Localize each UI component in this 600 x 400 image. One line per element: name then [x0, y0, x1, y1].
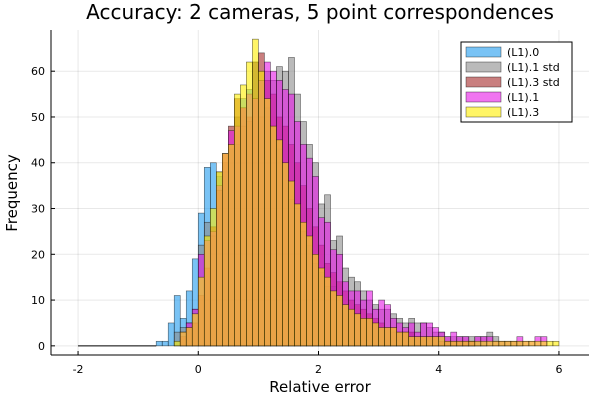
- x-tick-label-3: 4: [435, 363, 442, 376]
- bar-s4-b57: [498, 340, 506, 347]
- bar-s4-b59: [510, 340, 518, 347]
- bar-s4-b9: [209, 208, 217, 347]
- bar-s4-b44: [420, 336, 427, 347]
- chart-title: Accuracy: 2 cameras, 5 point corresponde…: [86, 0, 554, 24]
- bar-s4-b43: [414, 336, 421, 347]
- bar-s4-b55: [486, 340, 494, 347]
- bar-s4-b8: [203, 235, 211, 347]
- bar-s4-b56: [492, 340, 500, 347]
- y-tick-label-6: 60: [31, 65, 45, 78]
- bar-s4-b47: [438, 336, 446, 347]
- bar-s4-b20: [276, 139, 283, 347]
- bar-s0-b2: [167, 322, 175, 347]
- bar-s4-b53: [474, 340, 482, 347]
- bar-s4-b26: [312, 253, 319, 347]
- bar-s4-b23: [294, 203, 301, 347]
- bar-s4-b25: [306, 235, 313, 347]
- x-tick-label-0: -2: [73, 363, 84, 376]
- legend-label-0: (L1).0: [507, 46, 539, 59]
- bar-s4-b37: [378, 327, 385, 347]
- bar-s4-b22: [288, 180, 295, 347]
- axes-frame: [50, 30, 589, 356]
- bar-s4-b38: [384, 327, 391, 347]
- bar-s4-b12: [228, 144, 235, 347]
- bar-s4-b60: [516, 340, 524, 347]
- bar-s4-b49: [450, 340, 458, 347]
- y-tick-label-2: 20: [31, 248, 45, 261]
- bar-s4-b19: [270, 125, 277, 347]
- bar-s4-b3: [173, 340, 181, 347]
- y-tick-label-5: 50: [31, 111, 45, 124]
- bar-s4-b11: [222, 153, 229, 347]
- bar-s4-b41: [402, 331, 409, 347]
- legend-label-3: (L1).1: [507, 91, 539, 104]
- bar-s4-b33: [354, 313, 361, 347]
- bar-s4-b66: [552, 340, 560, 347]
- bar-s4-b61: [522, 340, 530, 347]
- x-axis-label: Relative error: [269, 378, 371, 396]
- bar-s4-b28: [324, 276, 331, 347]
- bar-s4-b36: [372, 322, 379, 347]
- bar-s4-b64: [540, 340, 548, 347]
- bar-s4-b13: [234, 93, 241, 347]
- y-ticks: 0 10 20 30 40 50 60: [31, 65, 55, 353]
- bar-s4-b62: [528, 340, 536, 347]
- bar-s0-b1: [161, 340, 169, 347]
- series-4: [173, 38, 560, 347]
- x-ticks: -2 0 2 4 6: [73, 351, 562, 376]
- bars-layer: [155, 38, 560, 347]
- y-tick-label-0: 0: [38, 340, 45, 353]
- bar-s4-b17: [258, 70, 265, 347]
- bar-s4-b30: [336, 295, 343, 347]
- bar-s4-b42: [408, 336, 415, 347]
- bar-s4-b27: [318, 267, 325, 347]
- y-tick-label-1: 10: [31, 294, 45, 307]
- y-axis-label: Frequency: [3, 154, 21, 232]
- bar-s4-b63: [534, 340, 542, 347]
- bar-s4-b31: [342, 304, 349, 347]
- bar-s4-b7: [197, 276, 205, 347]
- legend-swatch-4: [465, 106, 502, 118]
- x-tick-label-1: 0: [195, 363, 202, 376]
- x-tick-label-4: 6: [555, 363, 562, 376]
- bar-s4-b10: [216, 171, 223, 347]
- legend-label-1: (L1).1 std: [507, 61, 560, 74]
- bar-s4-b29: [330, 290, 337, 347]
- bar-s4-b6: [191, 313, 199, 347]
- bar-s4-b4: [179, 331, 187, 347]
- legend-swatch-2: [465, 76, 502, 88]
- bar-s4-b52: [468, 340, 476, 347]
- bar-s4-b45: [426, 336, 434, 347]
- bar-s4-b18: [264, 98, 271, 347]
- bar-s4-b51: [462, 340, 470, 347]
- bar-s4-b5: [185, 327, 193, 347]
- legend: (L1).0 (L1).1 std (L1).3 std (L1).1 (L1).3: [460, 41, 573, 123]
- legend-swatch-0: [465, 46, 502, 58]
- bar-s4-b65: [546, 340, 554, 347]
- y-tick-label-3: 30: [31, 203, 45, 216]
- legend-swatch-3: [465, 91, 502, 103]
- bar-s4-b50: [456, 340, 464, 347]
- bar-s4-b48: [444, 340, 452, 347]
- bar-s4-b39: [390, 327, 397, 347]
- bar-s4-b35: [366, 318, 373, 347]
- bar-s4-b15: [246, 61, 253, 347]
- bar-s4-b46: [432, 336, 440, 347]
- legend-label-2: (L1).3 std: [507, 76, 560, 89]
- bar-s4-b54: [480, 340, 488, 347]
- bar-s4-b21: [282, 162, 289, 347]
- bar-s4-b14: [240, 84, 247, 347]
- bar-s4-b32: [348, 308, 355, 347]
- x-tick-label-2: 2: [315, 363, 322, 376]
- bar-s4-b16: [252, 38, 259, 347]
- legend-label-4: (L1).3: [507, 106, 539, 119]
- bar-s4-b34: [360, 318, 367, 347]
- legend-swatch-1: [465, 61, 502, 73]
- bar-s4-b58: [504, 340, 512, 347]
- bar-s0-b0: [155, 340, 163, 347]
- y-tick-label-4: 40: [31, 157, 45, 170]
- bar-s4-b40: [396, 331, 403, 347]
- bar-s4-b24: [300, 221, 307, 347]
